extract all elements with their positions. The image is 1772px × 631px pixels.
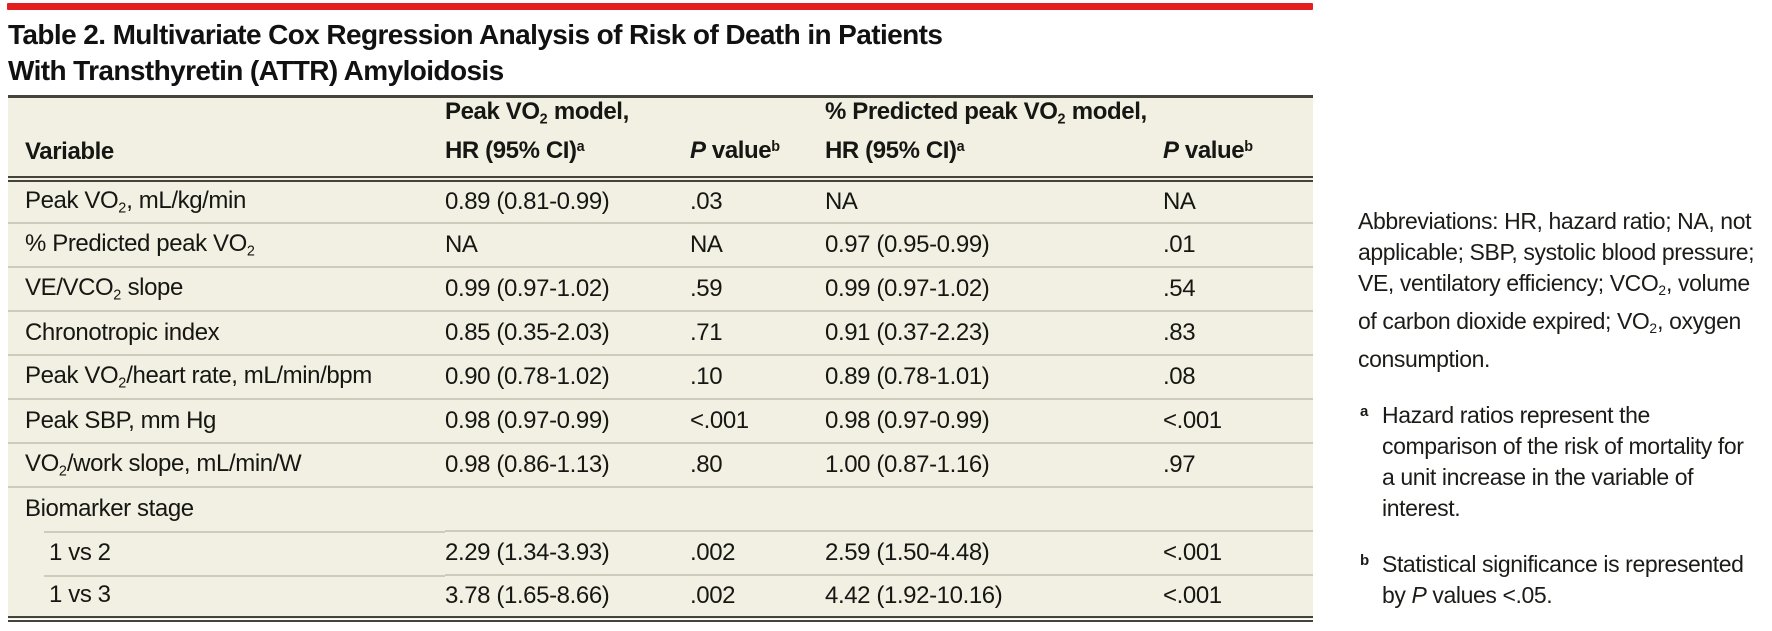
row-value-cell: .71 — [690, 309, 825, 355]
footnote-a: a Hazard ratios represent the comparison… — [1358, 400, 1760, 524]
row-value-cell — [1163, 485, 1313, 531]
column-header-p-value-1: P valueb — [690, 96, 825, 182]
footnote-b-marker: b — [1360, 552, 1369, 570]
row-value-cell: 0.89 (0.78-1.01) — [825, 353, 1163, 399]
row-variable-label: Chronotropic index — [8, 309, 445, 355]
table-row: Biomarker stage — [8, 485, 1313, 531]
abbreviations-note: Abbreviations: HR, hazard ratio; NA, not… — [1358, 208, 1755, 373]
header-row: Variable Peak VO2 model, HR (95% CI)a P … — [8, 96, 1313, 182]
row-value-cell: NA — [1163, 178, 1313, 223]
table-row: VE/VCO2 slope 0.99 (0.97-1.02) .59 0.99 (0.… — [8, 265, 1313, 311]
row-value-cell: .01 — [1163, 221, 1313, 267]
row-value-cell: .59 — [690, 265, 825, 311]
row-value-cell: 3.78 (1.65-8.66) — [445, 573, 690, 622]
row-value-cell: .10 — [690, 353, 825, 399]
cox-regression-table: Variable Peak VO2 model, HR (95% CI)a P … — [8, 95, 1313, 622]
footnote-a-text: Hazard ratios represent the comparison o… — [1382, 402, 1744, 522]
row-variable-label: Biomarker stage — [8, 485, 445, 531]
row-value-cell: .002 — [690, 573, 825, 622]
footnote-column: Abbreviations: HR, hazard ratio; NA, not… — [1358, 206, 1760, 611]
row-variable-label: Peak SBP, mm Hg — [8, 397, 445, 443]
row-variable-label: VE/VCO2 slope — [8, 265, 445, 311]
row-value-cell: 0.91 (0.37-2.23) — [825, 309, 1163, 355]
row-value-cell: 0.89 (0.81-0.99) — [445, 178, 690, 223]
row-value-cell: .08 — [1163, 353, 1313, 399]
row-value-cell: 2.59 (1.50-4.48) — [825, 529, 1163, 575]
table-title: Table 2. Multivariate Cox Regression Ana… — [8, 19, 943, 86]
row-variable-label: 1 vs 3 — [8, 574, 445, 622]
table-row: Peak VO2/heart rate, mL/min/bpm 0.90 (0.7… — [8, 353, 1313, 399]
footnote-b: b Statistical significance is represente… — [1358, 549, 1760, 611]
table-row: Chronotropic index 0.85 (0.35-2.03) .71 0.9… — [8, 309, 1313, 355]
table-row: % Predicted peak VO2 NA NA 0.97 (0.95-0.99)… — [8, 221, 1313, 267]
row-value-cell: 0.85 (0.35-2.03) — [445, 309, 690, 355]
row-value-cell: 1.00 (0.87-1.16) — [825, 441, 1163, 487]
row-value-cell: 0.99 (0.97-1.02) — [825, 265, 1163, 311]
table-body: Peak VO2, mL/kg/min 0.89 (0.81-0.99) .03 NA… — [8, 178, 1313, 622]
row-value-cell: 0.97 (0.95-0.99) — [825, 221, 1163, 267]
row-value-cell: .54 — [1163, 265, 1313, 311]
row-value-cell: .97 — [1163, 441, 1313, 487]
row-value-cell — [690, 485, 825, 531]
column-header-pct-predicted-vo2-model: % Predicted peak VO2 model, HR (95% CI)a — [825, 96, 1163, 182]
footnote-b-text: Statistical significance is represented … — [1382, 551, 1744, 609]
table-row: Peak VO2, mL/kg/min 0.89 (0.81-0.99) .03 NA… — [8, 178, 1313, 223]
row-value-cell: 0.98 (0.97-0.99) — [445, 397, 690, 443]
row-variable-label: Peak VO2, mL/kg/min — [8, 178, 445, 223]
row-value-cell: 0.98 (0.86-1.13) — [445, 441, 690, 487]
table-row: VO2/work slope, mL/min/W 0.98 (0.86-1.13)… — [8, 441, 1313, 487]
table-row: 1 vs 2 2.29 (1.34-3.93) .002 2.59 (1.50-4.4… — [8, 529, 1313, 575]
column-header-peak-vo2-model: Peak VO2 model, HR (95% CI)a — [445, 96, 690, 182]
column-header-p-value-2: P valueb — [1163, 96, 1313, 182]
row-value-cell: <.001 — [1163, 397, 1313, 443]
row-value-cell: .83 — [1163, 309, 1313, 355]
table-header: Variable Peak VO2 model, HR (95% CI)a P … — [8, 96, 1313, 182]
row-value-cell: NA — [445, 221, 690, 267]
row-value-cell: NA — [825, 178, 1163, 223]
row-value-cell: 2.29 (1.34-3.93) — [445, 529, 690, 575]
row-variable-label: VO2/work slope, mL/min/W — [8, 441, 445, 487]
row-value-cell: .80 — [690, 441, 825, 487]
journal-accent-rule — [7, 3, 1313, 10]
row-value-cell: <.001 — [690, 397, 825, 443]
row-value-cell: 0.98 (0.97-0.99) — [825, 397, 1163, 443]
footnote-a-marker: a — [1360, 403, 1368, 421]
row-variable-label: Peak VO2/heart rate, mL/min/bpm — [8, 353, 445, 399]
column-header-variable: Variable — [8, 96, 445, 182]
row-variable-label: 1 vs 2 — [8, 530, 445, 575]
row-value-cell: 4.42 (1.92-10.16) — [825, 573, 1163, 622]
row-value-cell: <.001 — [1163, 573, 1313, 622]
row-value-cell: .002 — [690, 529, 825, 575]
row-variable-label: % Predicted peak VO2 — [8, 221, 445, 267]
table-row: 1 vs 3 3.78 (1.65-8.66) .002 4.42 (1.92-10.… — [8, 573, 1313, 622]
row-value-cell — [825, 485, 1163, 531]
row-value-cell: 0.90 (0.78-1.02) — [445, 353, 690, 399]
row-value-cell: 0.99 (0.97-1.02) — [445, 265, 690, 311]
row-value-cell: <.001 — [1163, 529, 1313, 575]
row-value-cell: NA — [690, 221, 825, 267]
row-value-cell: .03 — [690, 178, 825, 223]
row-value-cell — [445, 485, 690, 531]
table-row: Peak SBP, mm Hg 0.98 (0.97-0.99) <.001 0.98… — [8, 397, 1313, 443]
